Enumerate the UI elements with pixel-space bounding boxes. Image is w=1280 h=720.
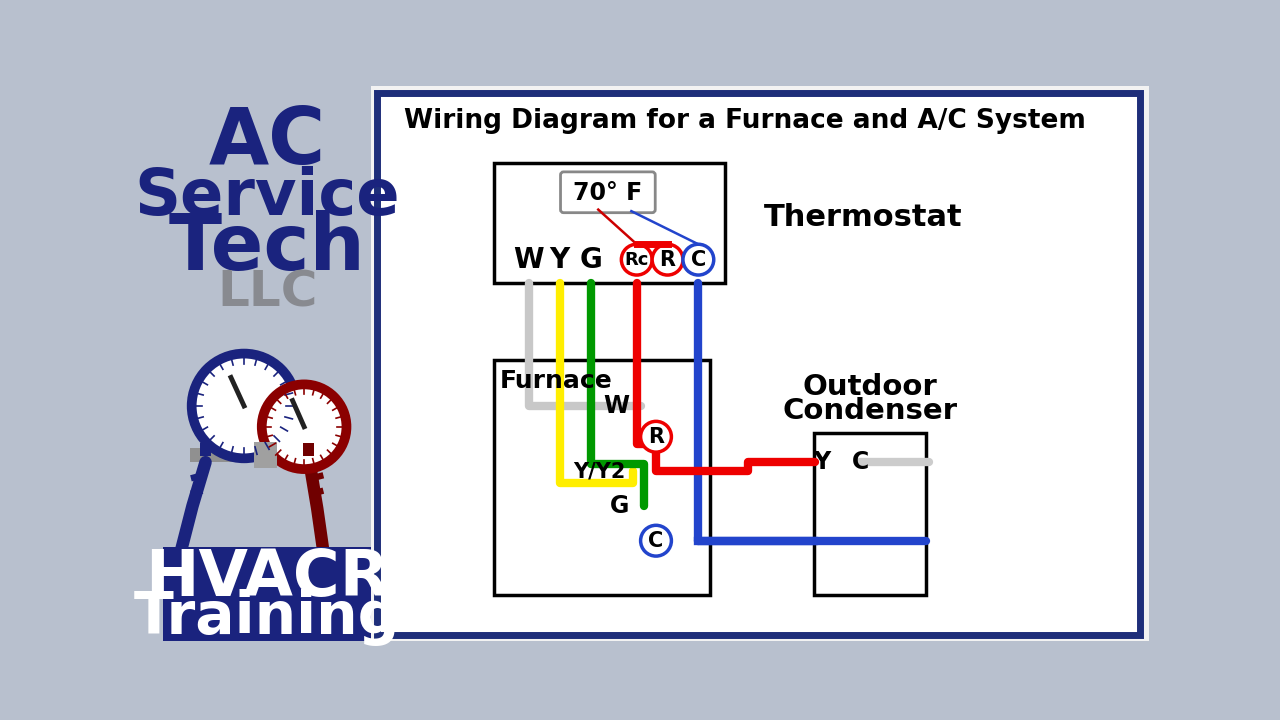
Polygon shape [191, 472, 204, 482]
Polygon shape [253, 442, 278, 468]
Polygon shape [164, 547, 371, 641]
Text: AC: AC [209, 104, 325, 180]
Circle shape [684, 244, 714, 275]
Text: Condenser: Condenser [782, 397, 957, 426]
Text: Training: Training [134, 589, 401, 646]
Text: Tech: Tech [169, 210, 366, 286]
Circle shape [621, 244, 652, 275]
Text: Rc: Rc [625, 251, 649, 269]
Text: R: R [659, 250, 676, 270]
Polygon shape [303, 443, 314, 456]
Text: Thermostat: Thermostat [764, 203, 963, 232]
Circle shape [192, 354, 297, 459]
Text: Outdoor: Outdoor [803, 373, 937, 401]
Text: Y: Y [549, 246, 570, 274]
FancyBboxPatch shape [561, 172, 655, 212]
Text: C: C [691, 250, 707, 270]
Text: W: W [513, 246, 544, 274]
Text: C: C [649, 531, 663, 551]
Polygon shape [311, 487, 324, 497]
Polygon shape [191, 487, 204, 497]
Text: HVACR: HVACR [145, 546, 389, 608]
Polygon shape [311, 472, 324, 482]
Text: 70° F: 70° F [573, 181, 643, 205]
Text: G: G [579, 246, 602, 274]
Text: G: G [609, 494, 628, 518]
Polygon shape [200, 443, 211, 456]
Text: Wiring Diagram for a Furnace and A/C System: Wiring Diagram for a Furnace and A/C Sys… [403, 108, 1085, 134]
Text: W: W [603, 394, 628, 418]
Circle shape [652, 244, 684, 275]
Text: Furnace: Furnace [499, 369, 612, 392]
Text: C: C [851, 450, 869, 474]
Text: Service: Service [134, 166, 399, 228]
Text: R: R [648, 427, 664, 446]
FancyBboxPatch shape [494, 163, 726, 283]
Text: Y/Y2: Y/Y2 [573, 462, 625, 482]
Polygon shape [371, 86, 1149, 641]
FancyBboxPatch shape [378, 93, 1139, 634]
Text: Y: Y [813, 450, 831, 474]
Circle shape [640, 526, 672, 556]
FancyBboxPatch shape [814, 433, 925, 595]
Text: LLC: LLC [216, 269, 317, 317]
Circle shape [640, 421, 672, 452]
FancyBboxPatch shape [494, 360, 710, 595]
Circle shape [262, 384, 347, 469]
Polygon shape [191, 449, 337, 462]
Polygon shape [164, 86, 371, 641]
